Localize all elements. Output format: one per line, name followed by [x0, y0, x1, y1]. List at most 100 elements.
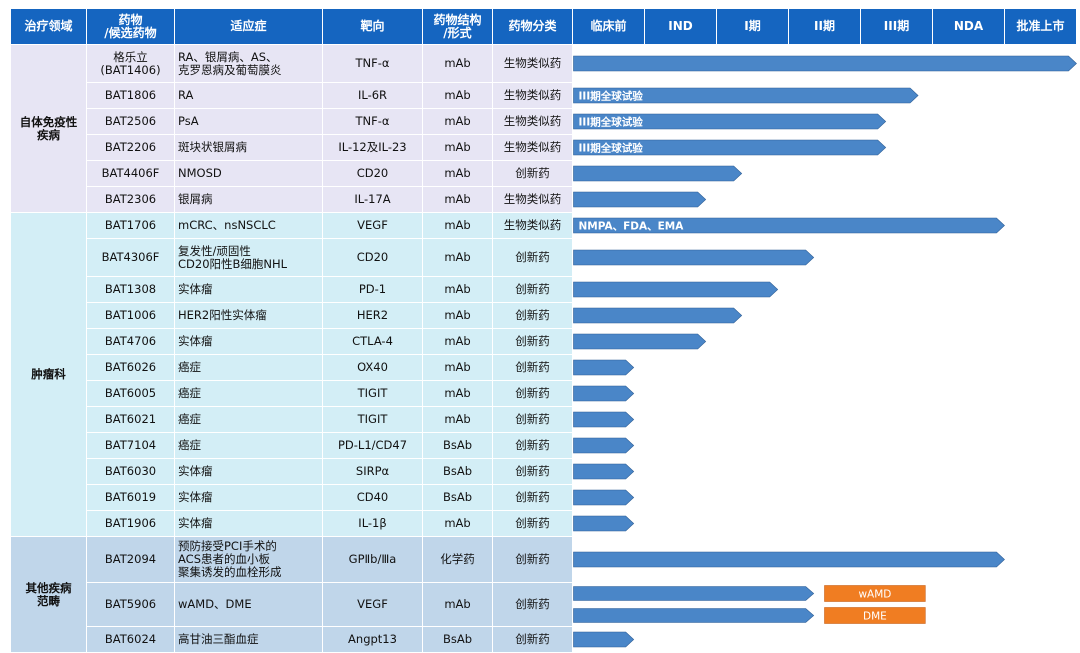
stage-cell — [716, 160, 789, 187]
stage-cell — [572, 432, 645, 459]
target-cell: HER2 — [322, 302, 423, 329]
column-header-8: I期 — [716, 8, 789, 45]
stage-cell — [932, 212, 1005, 239]
stage-cell — [644, 134, 717, 161]
category-cell: 创新药 — [492, 510, 573, 537]
stage-cell — [860, 354, 933, 381]
form-cell: mAb — [422, 406, 493, 433]
target-cell: GPⅡb/Ⅲa — [322, 536, 423, 583]
form-cell: mAb — [422, 510, 493, 537]
category-cell: 生物类似药 — [492, 212, 573, 239]
stage-cell — [1004, 484, 1077, 511]
stage-cell — [644, 484, 717, 511]
drug-cell: BAT7104 — [86, 432, 175, 459]
category-cell: 创新药 — [492, 626, 573, 653]
stage-cell — [644, 458, 717, 485]
stage-cell — [788, 134, 861, 161]
indication-cell: 癌症 — [174, 380, 323, 407]
stage-cell — [932, 108, 1005, 135]
indication-cell: 预防接受PCI手术的 ACS患者的血小板 聚集诱发的血栓形成 — [174, 536, 323, 583]
drug-cell: BAT6005 — [86, 380, 175, 407]
stage-cell — [860, 458, 933, 485]
stage-cell — [932, 44, 1005, 83]
indication-cell: 实体瘤 — [174, 458, 323, 485]
stage-cell — [1004, 44, 1077, 83]
therapy-area-cell: 自体免疫性 疾病 — [10, 44, 87, 213]
category-cell: 生物类似药 — [492, 186, 573, 213]
table-row: BAT1308 实体瘤 PD-1 mAb 创新药 — [11, 276, 1077, 303]
table-row: BAT6005 癌症 TIGIT mAb 创新药 — [11, 380, 1077, 407]
drug-cell: BAT4306F — [86, 238, 175, 277]
stage-cell — [860, 302, 933, 329]
stage-cell — [932, 510, 1005, 537]
column-header-7: IND — [644, 8, 717, 45]
drug-cell: BAT1906 — [86, 510, 175, 537]
indication-cell: 癌症 — [174, 354, 323, 381]
pipeline-table: 治疗领域 药物 /候选药物 适应症 靶向 药物结构 /形式 药物分类 临床前 IND I期 II期… — [10, 8, 1077, 653]
category-cell: 生物类似药 — [492, 82, 573, 109]
stage-cell — [932, 328, 1005, 355]
stage-cell — [932, 160, 1005, 187]
stage-cell — [860, 82, 933, 109]
indication-cell: RA、银屑病、AS、 克罗恩病及葡萄膜炎 — [174, 44, 323, 83]
target-cell: IL-17A — [322, 186, 423, 213]
stage-cell — [788, 44, 861, 83]
table-row: BAT1006 HER2阳性实体瘤 HER2 mAb 创新药 — [11, 302, 1077, 329]
stage-cell — [716, 238, 789, 277]
table-row: BAT2306 银屑病 IL-17A mAb 生物类似药 — [11, 186, 1077, 213]
category-cell: 创新药 — [492, 484, 573, 511]
form-cell: mAb — [422, 302, 493, 329]
stage-cell — [716, 328, 789, 355]
indication-cell: 癌症 — [174, 432, 323, 459]
stage-cell — [932, 380, 1005, 407]
stage-cell — [788, 582, 861, 627]
form-cell: mAb — [422, 186, 493, 213]
stage-cell — [716, 582, 789, 627]
column-header-2: 适应症 — [174, 8, 323, 45]
form-cell: mAb — [422, 238, 493, 277]
target-cell: CTLA-4 — [322, 328, 423, 355]
stage-cell — [932, 276, 1005, 303]
drug-cell: BAT6024 — [86, 626, 175, 653]
table-row: BAT6021 癌症 TIGIT mAb 创新药 — [11, 406, 1077, 433]
column-header-1: 药物 /候选药物 — [86, 8, 175, 45]
indication-cell: RA — [174, 82, 323, 109]
stage-cell — [860, 328, 933, 355]
stage-cell — [788, 380, 861, 407]
stage-cell — [1004, 238, 1077, 277]
drug-cell: BAT1706 — [86, 212, 175, 239]
category-cell: 创新药 — [492, 380, 573, 407]
category-cell: 创新药 — [492, 238, 573, 277]
category-cell: 创新药 — [492, 406, 573, 433]
stage-cell — [932, 134, 1005, 161]
stage-cell — [1004, 458, 1077, 485]
table-row: BAT4706 实体瘤 CTLA-4 mAb 创新药 — [11, 328, 1077, 355]
stage-cell — [860, 160, 933, 187]
indication-cell: 复发性/顽固性 CD20阳性B细胞NHL — [174, 238, 323, 277]
stage-cell — [572, 44, 645, 83]
stage-cell — [932, 354, 1005, 381]
stage-cell — [644, 432, 717, 459]
stage-cell — [572, 302, 645, 329]
stage-cell — [788, 82, 861, 109]
column-header-0: 治疗领域 — [10, 8, 87, 45]
stage-cell — [1004, 432, 1077, 459]
stage-cell — [1004, 380, 1077, 407]
form-cell: mAb — [422, 108, 493, 135]
target-cell: VEGF — [322, 582, 423, 627]
stage-cell — [572, 582, 645, 627]
indication-cell: 实体瘤 — [174, 328, 323, 355]
stage-cell — [644, 276, 717, 303]
indication-cell: 斑块状银屑病 — [174, 134, 323, 161]
stage-cell — [572, 186, 645, 213]
drug-cell: BAT2506 — [86, 108, 175, 135]
form-cell: BsAb — [422, 626, 493, 653]
drug-cell: BAT1308 — [86, 276, 175, 303]
stage-cell — [860, 44, 933, 83]
stage-cell — [860, 212, 933, 239]
stage-cell — [932, 238, 1005, 277]
target-cell: OX40 — [322, 354, 423, 381]
stage-cell — [788, 626, 861, 653]
stage-cell — [716, 406, 789, 433]
